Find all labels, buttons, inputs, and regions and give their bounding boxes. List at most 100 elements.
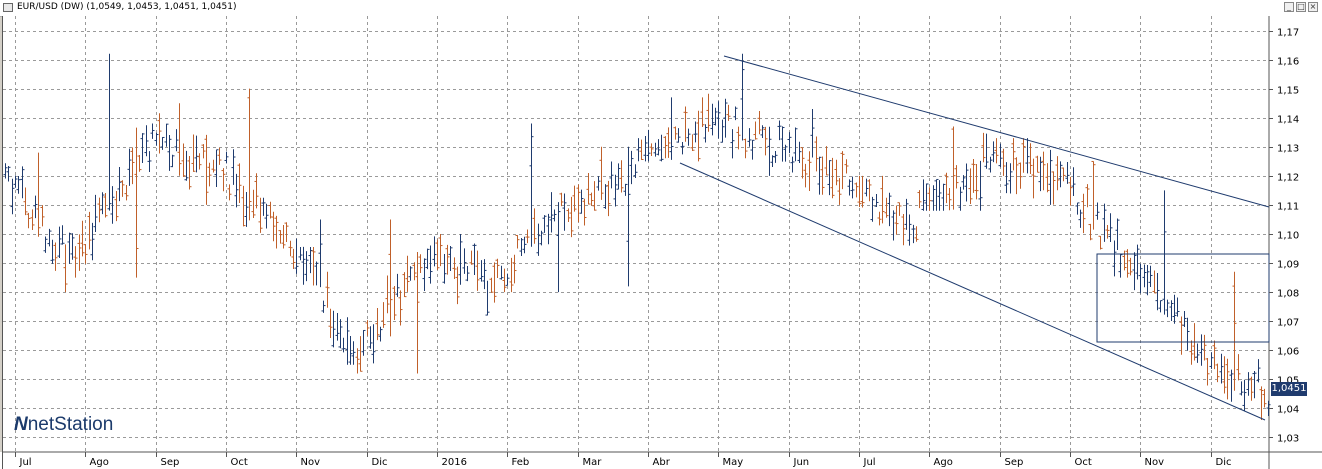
ohlc-bar[interactable] [264,203,269,229]
ohlc-bar[interactable] [810,109,815,158]
ohlc-bar[interactable] [968,168,973,205]
ohlc-bar[interactable] [120,180,125,197]
ohlc-bar[interactable] [1249,376,1254,401]
ohlc-bar[interactable] [311,246,316,286]
ohlc-bar[interactable] [676,128,681,143]
ohlc-bar[interactable] [797,141,802,163]
ohlc-bar[interactable] [984,133,989,169]
ohlc-bar[interactable] [991,141,996,163]
ohlc-bar[interactable] [405,255,410,292]
ohlc-chart[interactable]: 1,17 1,16 1,15 1,14 1,13 1,12 1,11 1,10 1,09 1,08… [0,16,1322,469]
ohlc-bar[interactable] [636,138,641,162]
ohlc-bar[interactable] [318,219,323,288]
ohlc-bar[interactable] [592,181,597,211]
ohlc-bar[interactable] [847,179,852,196]
ohlc-bar[interactable] [690,134,695,152]
ohlc-bar[interactable] [643,136,648,162]
ohlc-bar[interactable] [569,196,574,238]
ohlc-bar[interactable] [633,164,638,178]
ohlc-bar[interactable] [536,223,541,256]
ohlc-bar[interactable] [1014,157,1019,195]
ohlc-bar[interactable] [639,139,644,160]
ohlc-bar[interactable] [288,240,293,257]
price-axis[interactable] [1269,16,1322,452]
ohlc-bar[interactable] [80,220,85,257]
ohlc-bar[interactable] [328,308,333,338]
ohlc-bar[interactable] [951,126,956,210]
ohlc-bar[interactable] [16,176,21,194]
ohlc-bar[interactable] [438,234,443,267]
ohlc-bar[interactable] [237,163,242,204]
ohlc-bar[interactable] [763,126,768,156]
ohlc-bar[interactable] [629,150,634,185]
ohlc-bar[interactable] [1266,400,1271,417]
ohlc-bar[interactable] [150,123,155,139]
ohlc-bar[interactable] [1108,213,1113,242]
ohlc-bar[interactable] [1068,176,1073,206]
ohlc-bar[interactable] [83,244,88,264]
ohlc-bar[interactable] [891,210,896,241]
ohlc-bar[interactable] [673,126,678,140]
ohlc-bar[interactable] [1189,340,1194,365]
ohlc-bar[interactable] [736,126,741,150]
ohlc-bar[interactable] [696,110,701,162]
ohlc-bar[interactable] [1065,162,1070,184]
lower-trendline[interactable] [679,162,1266,421]
ohlc-bar[interactable] [1061,167,1066,182]
ohlc-bar[interactable] [67,232,72,264]
ohlc-bar[interactable] [1162,190,1167,315]
ohlc-bar[interactable] [1058,161,1063,188]
ohlc-bar[interactable] [740,53,745,141]
ohlc-bar[interactable] [880,175,885,224]
ohlc-bar[interactable] [261,197,266,216]
ohlc-bar[interactable] [1175,297,1180,317]
ohlc-bar[interactable] [1215,363,1220,383]
ohlc-bar[interactable] [1246,372,1251,396]
ohlc-bar[interactable] [941,183,946,211]
ohlc-bar[interactable] [757,110,762,135]
ohlc-bar[interactable] [392,286,397,320]
ohlc-bar[interactable] [1132,252,1137,291]
ohlc-bar[interactable] [415,251,420,374]
ohlc-bar[interactable] [1195,343,1200,363]
ohlc-bar[interactable] [87,211,92,250]
ohlc-bar[interactable] [589,192,594,206]
ohlc-bar[interactable] [495,258,500,278]
ohlc-bar[interactable] [1018,162,1023,189]
ohlc-bar[interactable] [907,214,912,246]
ohlc-bar[interactable] [191,134,196,172]
ohlc-bar[interactable] [552,209,557,222]
ohlc-bar[interactable] [458,234,463,285]
ohlc-bar[interactable] [355,348,360,374]
ohlc-bar[interactable] [703,124,708,143]
ohlc-bar[interactable] [917,190,922,209]
ohlc-bar[interactable] [716,101,721,139]
ohlc-bar[interactable] [934,178,939,211]
ohlc-bar[interactable] [428,245,433,284]
ohlc-bar[interactable] [1219,353,1224,384]
ohlc-bar[interactable] [425,248,430,270]
ohlc-bar[interactable] [479,260,484,282]
ohlc-bar[interactable] [653,142,658,157]
ohlc-bar[interactable] [807,151,812,192]
ohlc-bar[interactable] [596,176,601,191]
ohlc-bar[interactable] [626,146,631,287]
ohlc-bar[interactable] [475,250,480,291]
ohlc-bar[interactable] [211,159,216,173]
ohlc-bar[interactable] [298,246,303,261]
ohlc-bar[interactable] [830,157,835,199]
ohlc-bar[interactable] [1031,158,1036,199]
ohlc-bar[interactable] [733,106,738,121]
ohlc-bar[interactable] [231,149,236,185]
ohlc-bar[interactable] [26,212,31,229]
ohlc-bar[interactable] [157,113,162,154]
ohlc-bar[interactable] [586,173,591,205]
ohlc-bar[interactable] [576,184,581,223]
ohlc-bar[interactable] [53,242,58,271]
ohlc-bar[interactable] [747,128,752,147]
ohlc-bar[interactable] [1071,167,1076,196]
ohlc-bar[interactable] [402,272,407,298]
ohlc-bar[interactable] [994,138,999,164]
ohlc-bar[interactable] [214,149,219,188]
ohlc-bar[interactable] [30,209,35,230]
